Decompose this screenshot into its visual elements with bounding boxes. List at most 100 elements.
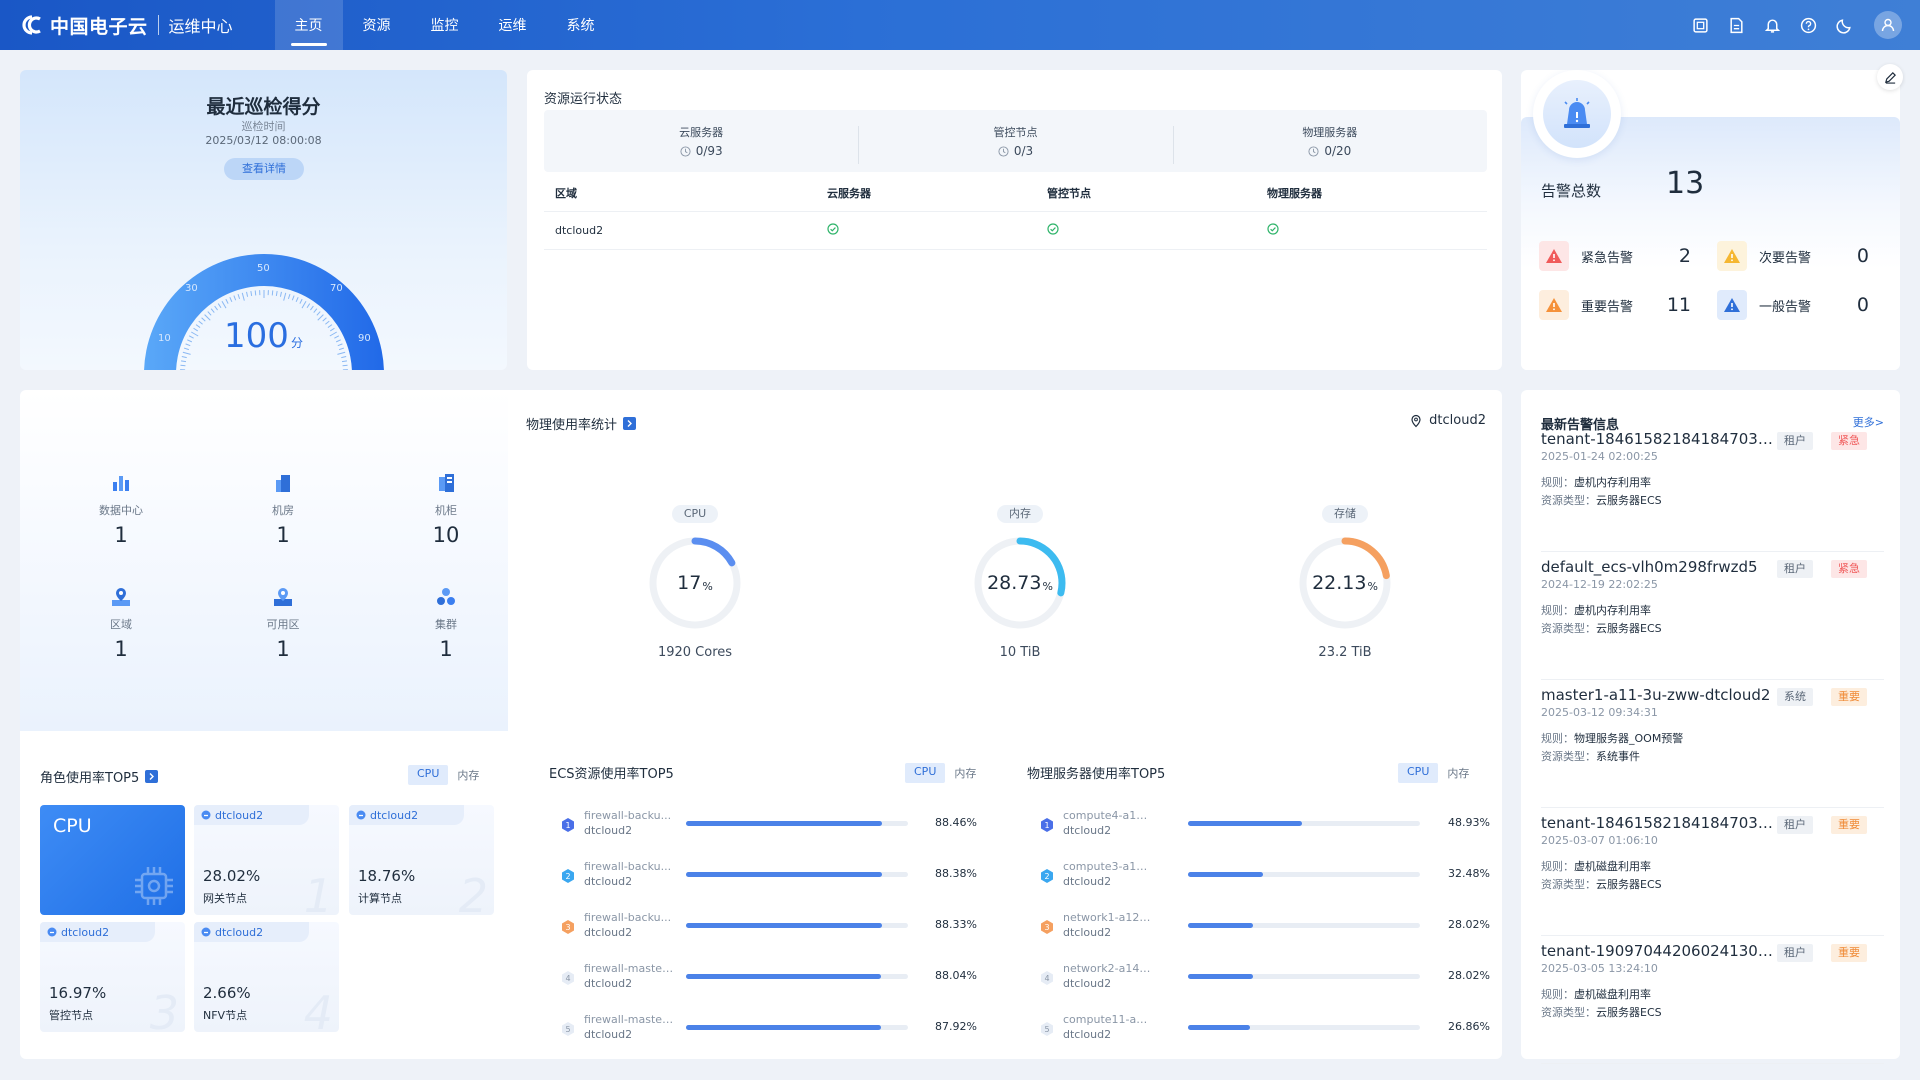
edit-layout-button[interactable] xyxy=(1877,64,1903,90)
gauge-tick xyxy=(310,305,314,311)
alarm-level-minor[interactable]: 次要告警 0 xyxy=(1717,238,1887,274)
tab-cpu[interactable]: CPU xyxy=(905,763,946,783)
rank-value: 48.93% xyxy=(1448,816,1490,829)
gauge-tick xyxy=(337,351,346,355)
count-cabinet[interactable]: 机柜 10 xyxy=(365,472,527,547)
count-value: 1 xyxy=(439,637,453,661)
ring-progress xyxy=(1299,537,1391,629)
count-datacenter[interactable]: 数据中心 1 xyxy=(40,472,202,547)
document-icon[interactable] xyxy=(1726,15,1746,35)
open-arrow-icon[interactable] xyxy=(145,770,159,783)
rank-row[interactable]: 5 compute11-a13... dtcloud2 26.86% xyxy=(1039,1011,1490,1051)
summary-control: 管控节点 0/3 xyxy=(858,124,1172,164)
nav-home[interactable]: 主页 xyxy=(274,0,343,50)
rank-row[interactable]: 2 compute3-a13-... dtcloud2 32.48% xyxy=(1039,858,1490,898)
inspection-score-card: 最近巡检得分 巡检时间 2025/03/12 08:00:08 查看详情 10 … xyxy=(20,70,507,370)
moon-icon[interactable] xyxy=(1834,15,1854,35)
gauge-tick-30: 30 xyxy=(185,283,198,294)
tab-cpu[interactable]: CPU xyxy=(1398,763,1439,783)
bell-icon[interactable] xyxy=(1762,15,1782,35)
user-avatar[interactable] xyxy=(1874,11,1902,39)
view-detail-button[interactable]: 查看详情 xyxy=(224,158,304,180)
alarm-kind-tag: 租户 xyxy=(1777,944,1813,962)
brand-logo[interactable]: 中国电子云 运维中心 xyxy=(0,0,233,50)
alarm-list-item[interactable]: tenant-1909704420602413068... 租户 重要 2025-03… xyxy=(1541,942,1884,1064)
rank-row[interactable]: 3 firewall-backu... dtcloud2 88.33% xyxy=(560,909,977,949)
gauge-tick xyxy=(317,314,324,321)
tab-memory[interactable]: 内存 xyxy=(457,769,480,782)
role-tile[interactable]: dtcloud2 28.02% 网关节点 1 xyxy=(194,805,339,915)
open-arrow-icon[interactable] xyxy=(623,417,637,430)
role-tile[interactable]: dtcloud2 16.97% 管控节点 3 xyxy=(40,922,185,1032)
count-region[interactable]: 区域 1 xyxy=(40,586,202,661)
count-label: 集群 xyxy=(435,618,457,631)
alarm-level-value: 2 xyxy=(1678,245,1691,267)
role-top5-title: 角色使用率TOP5 xyxy=(40,767,159,786)
rank-value: 88.04% xyxy=(935,969,977,982)
alarm-list-item[interactable]: tenant-1846158218418470301... 租户 紧急 2025-01… xyxy=(1541,430,1884,552)
cluster-icon xyxy=(437,588,455,605)
rank-value: 88.46% xyxy=(935,816,977,829)
count-cluster[interactable]: 集群 1 xyxy=(365,586,527,661)
alarm-name: tenant-1909704420602413068... xyxy=(1541,942,1773,960)
alarm-list-item[interactable]: master1-a11-3u-zww-dtcloud2 系统 重要 2025-03-1… xyxy=(1541,686,1884,808)
check-circle-icon xyxy=(1047,223,1059,235)
rank-row[interactable]: 1 compute4-a14-... dtcloud2 48.93% xyxy=(1039,807,1490,847)
alarm-list-item[interactable]: default_ecs-vlh0m298frwzd5 租户 紧急 2024-12-19… xyxy=(1541,558,1884,680)
alarm-level-normal[interactable]: 一般告警 0 xyxy=(1717,287,1887,323)
score-unit: 分 xyxy=(290,336,303,350)
alarm-type-key: 资源类型： xyxy=(1541,878,1596,891)
rank-row[interactable]: 1 firewall-backu... dtcloud2 88.46% xyxy=(560,807,977,847)
rank-row[interactable]: 4 network2-a14-... dtcloud2 28.02% xyxy=(1039,960,1490,1000)
rank-bar-fill xyxy=(686,923,883,928)
nav-resource[interactable]: 资源 xyxy=(362,18,391,34)
tab-memory[interactable]: 内存 xyxy=(1447,767,1470,780)
tile-region-text: dtcloud2 xyxy=(215,808,264,822)
alarm-type-key: 资源类型： xyxy=(1541,750,1596,763)
gauge-tick xyxy=(271,290,274,296)
screen-icon[interactable] xyxy=(1690,15,1710,35)
tile-rank: 3 xyxy=(149,986,179,1032)
rank-row[interactable]: 3 network1-a12-... dtcloud2 28.02% xyxy=(1039,909,1490,949)
check-circle-icon xyxy=(1267,223,1279,235)
ring-progress xyxy=(974,537,1066,629)
resource-status-table: 区域 云服务器 管控节点 物理服务器 dtcloud2 xyxy=(544,174,1487,250)
count-server-room[interactable]: 机房 1 xyxy=(202,472,364,547)
alarm-kind-tag: 租户 xyxy=(1777,432,1813,450)
score-gauge: 10 30 50 70 90 xyxy=(144,254,384,370)
alarm-rule-key: 规则： xyxy=(1541,732,1574,745)
gauge-tick xyxy=(275,290,278,297)
role-tile[interactable]: dtcloud2 2.66% NFV节点 4 xyxy=(194,922,339,1032)
rank-row[interactable]: 2 firewall-backu... dtcloud2 88.38% xyxy=(560,858,977,898)
role-tile[interactable]: dtcloud2 18.76% 计算节点 2 xyxy=(349,805,494,915)
rank-region: dtcloud2 xyxy=(1063,926,1112,939)
alarm-type-key: 资源类型： xyxy=(1541,494,1596,507)
rank-name: firewall-backu... xyxy=(584,809,672,822)
alarm-level-urgent[interactable]: 紧急告警 2 xyxy=(1539,238,1709,274)
alarm-name: tenant-1846158218418470301... xyxy=(1541,430,1773,448)
summary-value: 0/93 xyxy=(695,144,723,158)
count-zone[interactable]: 可用区 1 xyxy=(202,586,364,661)
rank-row[interactable]: 4 firewall-master... dtcloud2 88.04% xyxy=(560,960,977,1000)
ring-storage: 存储 22.13% 23.2 TiB xyxy=(1265,502,1425,660)
physical-usage-title: 物理使用率统计 xyxy=(526,414,637,433)
ring-value: 17 xyxy=(677,572,702,594)
rank-bar-fill xyxy=(686,821,883,826)
alarm-list-item[interactable]: tenant-1846158218418470301... 租户 重要 2025-03… xyxy=(1541,814,1884,936)
nav-system[interactable]: 系统 xyxy=(566,18,595,34)
location-selector[interactable]: dtcloud2 xyxy=(1409,413,1486,428)
tab-memory[interactable]: 内存 xyxy=(954,767,977,780)
tab-cpu[interactable]: CPU xyxy=(408,765,449,785)
more-link[interactable]: 更多> xyxy=(1852,416,1884,429)
rank-row[interactable]: 5 firewall-master... dtcloud2 87.92% xyxy=(560,1011,977,1051)
gauge-tick xyxy=(325,320,330,325)
nav-monitor[interactable]: 监控 xyxy=(430,18,459,34)
alarm-time: 2025-01-24 02:00:25 xyxy=(1541,450,1658,463)
rank-number: 3 xyxy=(565,923,570,932)
nav-ops[interactable]: 运维 xyxy=(498,18,527,34)
tile-pct: 28.02% xyxy=(203,867,261,885)
help-icon[interactable] xyxy=(1798,15,1818,35)
gauge-tick xyxy=(217,303,222,309)
alarm-level-major[interactable]: 重要告警 11 xyxy=(1539,287,1709,323)
alarm-type-value: 云服务器ECS xyxy=(1596,622,1662,635)
